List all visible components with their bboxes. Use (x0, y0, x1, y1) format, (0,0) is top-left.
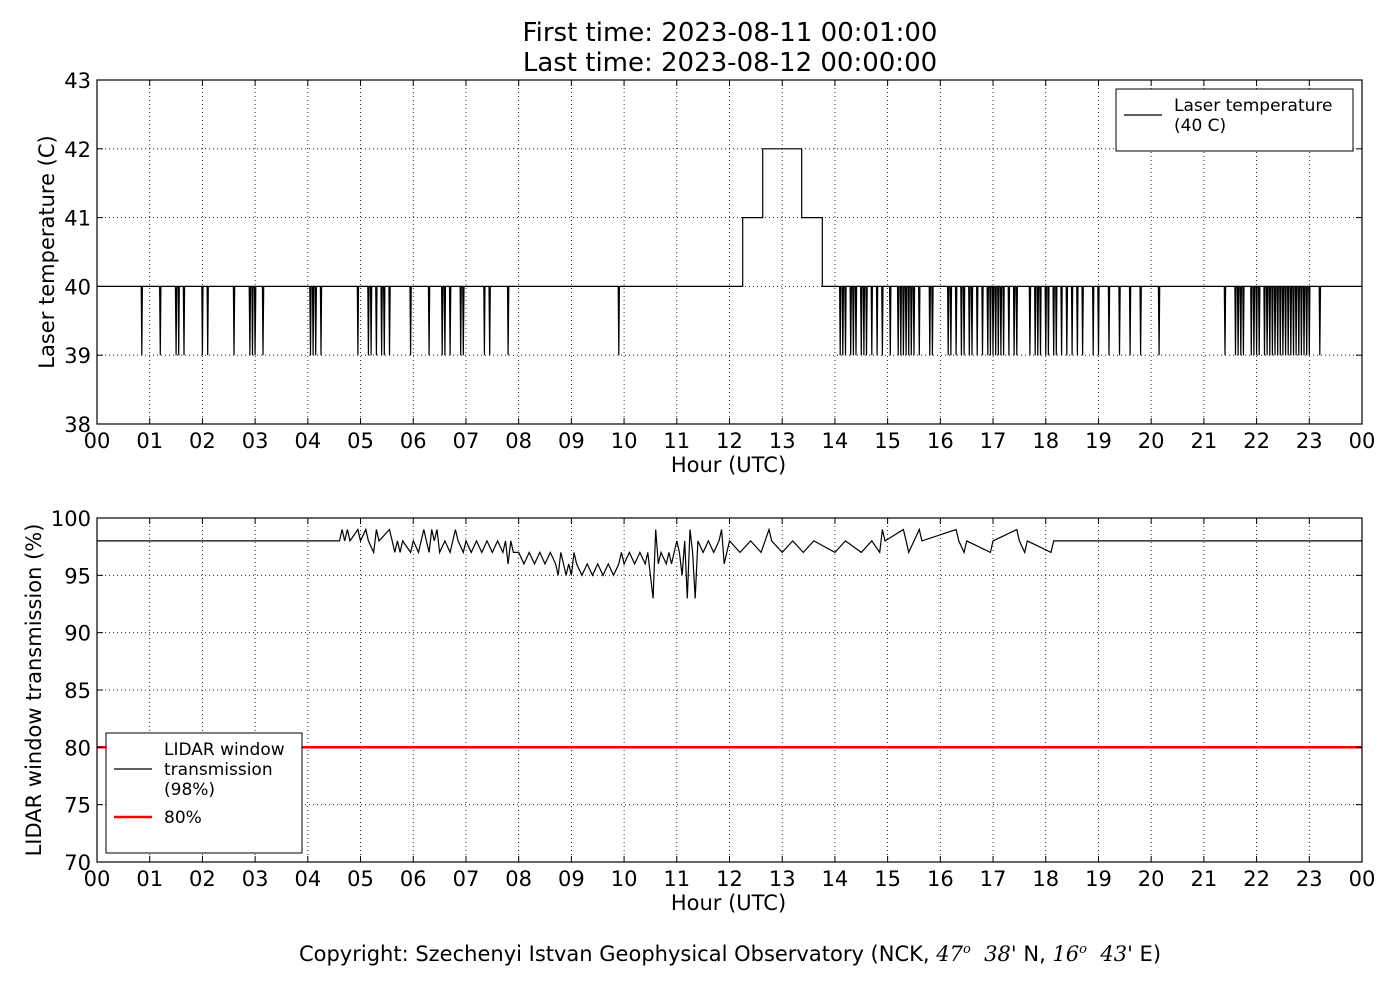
legend: Laser temperature(40 C) (1115, 88, 1354, 152)
x-tick-label: 21 (1191, 867, 1218, 891)
x-tick-label: 17 (980, 429, 1007, 453)
x-tick-label: 07 (453, 429, 480, 453)
copyright-text: Copyright: Szechenyi Istvan Geophysical … (298, 942, 937, 966)
x-tick-label: 09 (558, 867, 585, 891)
y-tick-label: 43 (64, 69, 91, 93)
x-axis-label: Hour (UTC) (671, 453, 786, 477)
series-line-1 (97, 527, 1362, 599)
y-tick-label: 40 (64, 275, 91, 299)
longitude-direction: E) (1139, 942, 1162, 966)
x-tick-label: 00 (84, 867, 111, 891)
x-tick-label: 09 (558, 429, 585, 453)
y-axis-label: LIDAR window transmission (%) (22, 524, 46, 857)
x-tick-label: 02 (189, 429, 216, 453)
x-tick-label: 13 (769, 429, 796, 453)
chart-panel-2: 00 01 02 03 04 05 06 07 08 09 10 11 12 13 14 15 16 17 18 19… (22, 507, 1375, 915)
x-tick-label: 23 (1296, 867, 1323, 891)
y-tick-label: 85 (64, 679, 91, 703)
longitude-degree-symbol: o (1079, 942, 1087, 957)
x-axis-label: Hour (UTC) (671, 891, 786, 915)
chart-title-last-time: Last time: 2023-08-12 00:00:00 (522, 48, 938, 78)
x-tick-label: 21 (1191, 429, 1218, 453)
x-tick-label: 10 (611, 429, 638, 453)
y-axis-label: Laser temperature (C) (35, 135, 59, 368)
latitude-minutes: 38' (984, 942, 1017, 966)
x-tick-label: 08 (505, 429, 532, 453)
y-tick-label: 90 (64, 622, 91, 646)
x-tick-label: 22 (1243, 429, 1270, 453)
y-tick-label: 100 (51, 507, 91, 531)
latitude-degrees: 47 (936, 942, 963, 966)
x-tick-label: 03 (242, 867, 269, 891)
x-tick-label: 01 (136, 867, 163, 891)
x-tick-label: 05 (347, 867, 374, 891)
x-tick-label: 01 (136, 429, 163, 453)
x-tick-label: 04 (294, 867, 321, 891)
x-tick-label: 13 (769, 867, 796, 891)
legend-label: 80% (164, 808, 202, 828)
chart-title-first-time: First time: 2023-08-11 00:01:00 (522, 18, 938, 48)
y-tick-label: 80 (64, 736, 91, 760)
longitude-minutes: 43' (1100, 942, 1133, 966)
legend-label: LIDAR window (164, 740, 285, 760)
x-tick-label: 00 (1349, 429, 1376, 453)
y-tick-label: 42 (64, 138, 91, 162)
x-tick-label: 23 (1296, 429, 1323, 453)
x-tick-label: 14 (822, 429, 849, 453)
series-line-1 (97, 148, 1362, 356)
y-tick-label: 70 (64, 851, 91, 875)
x-tick-label: 06 (400, 867, 427, 891)
legend-label: (98%) (164, 780, 215, 800)
x-tick-label: 14 (822, 867, 849, 891)
latitude-degree-symbol: o (962, 942, 971, 957)
legend-box (105, 732, 303, 854)
x-tick-label: 20 (1138, 867, 1165, 891)
x-tick-label: 19 (1085, 429, 1112, 453)
y-tick-label: 95 (64, 564, 91, 588)
x-tick-label: 11 (663, 429, 690, 453)
x-tick-label: 04 (294, 429, 321, 453)
x-tick-label: 03 (242, 429, 269, 453)
x-tick-label: 18 (1032, 429, 1059, 453)
y-tick-label: 39 (64, 344, 91, 368)
chart-panel-1: 00 01 02 03 04 05 06 07 08 09 10 11 12 13 14 15 16 17 18 19… (35, 69, 1375, 477)
x-tick-label: 08 (505, 867, 532, 891)
legend-label: (40 C) (1174, 116, 1226, 136)
x-tick-label: 11 (663, 867, 690, 891)
y-tick-label: 41 (64, 207, 91, 231)
x-tick-label: 16 (927, 867, 954, 891)
x-tick-label: 05 (347, 429, 374, 453)
y-tick-label: 38 (64, 413, 91, 437)
y-tick-label: 75 (64, 794, 91, 818)
x-tick-label: 02 (189, 867, 216, 891)
legend-label: Laser temperature (1174, 96, 1332, 116)
x-tick-label: 00 (1349, 867, 1376, 891)
latitude-direction: N, (1023, 942, 1046, 966)
x-tick-label: 00 (84, 429, 111, 453)
x-tick-label: 22 (1243, 867, 1270, 891)
x-tick-label: 18 (1032, 867, 1059, 891)
x-tick-label: 16 (927, 429, 954, 453)
x-tick-label: 07 (453, 867, 480, 891)
x-tick-label: 19 (1085, 867, 1112, 891)
x-tick-label: 10 (611, 867, 638, 891)
x-tick-label: 12 (716, 429, 743, 453)
x-tick-label: 17 (980, 867, 1007, 891)
legend-box (1115, 88, 1354, 152)
x-tick-label: 12 (716, 867, 743, 891)
x-tick-label: 20 (1138, 429, 1165, 453)
copyright-footer: Copyright: Szechenyi Istvan Geophysical … (0, 936, 1400, 968)
x-tick-label: 15 (874, 429, 901, 453)
x-tick-label: 06 (400, 429, 427, 453)
x-tick-label: 15 (874, 867, 901, 891)
legend-label: transmission (164, 760, 273, 780)
longitude-degrees: 16 (1052, 942, 1080, 966)
